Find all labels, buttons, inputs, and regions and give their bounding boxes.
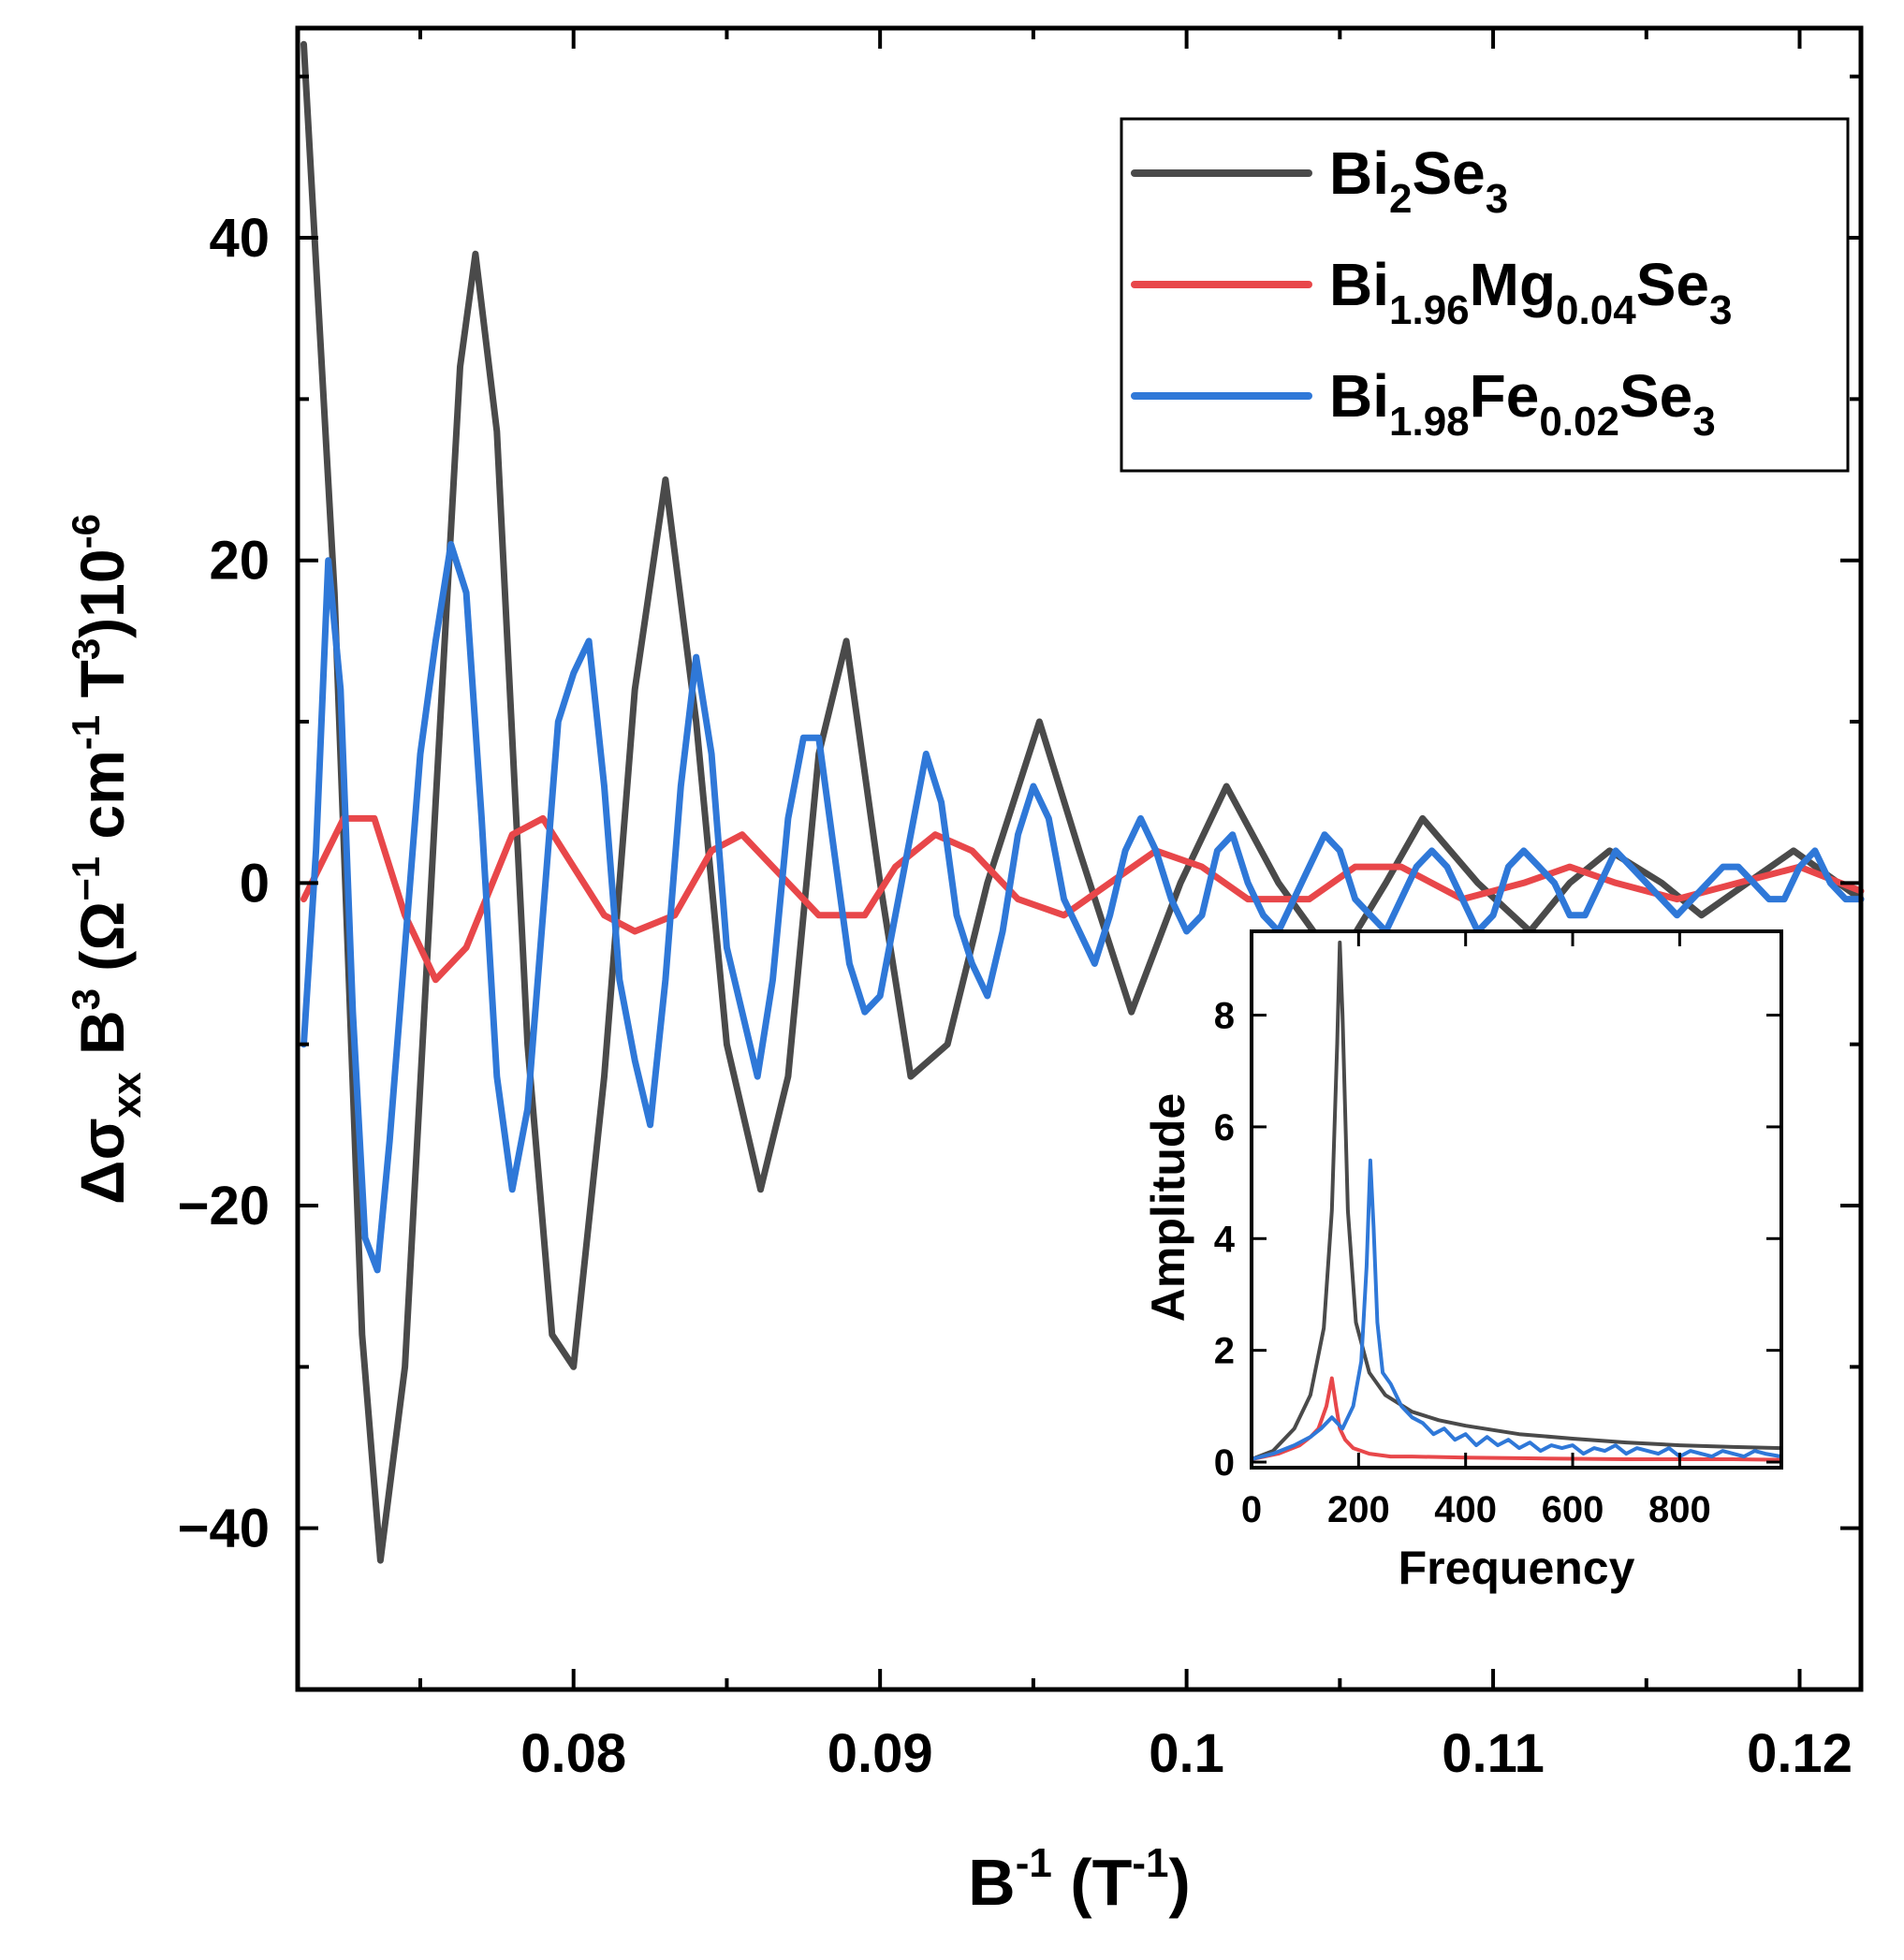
- inset-y-axis-label: Amplitude: [1142, 1093, 1194, 1322]
- inset-y-tick-label: 0: [1214, 1442, 1235, 1484]
- inset-x-tick-label: 800: [1648, 1489, 1711, 1530]
- x-tick-label: 0.09: [828, 1723, 933, 1784]
- legend-label-part: Mg: [1470, 251, 1556, 318]
- legend-label-part: 1.98: [1389, 399, 1470, 445]
- inset-y-tick-label: 4: [1214, 1219, 1236, 1260]
- ylabel-sup-cm: -1: [64, 715, 108, 750]
- legend-label-part: Bi: [1329, 139, 1389, 207]
- inset-series-group: [1250, 940, 1783, 1462]
- inset-plot-frame: [1250, 929, 1783, 1470]
- x-tick-label: 0.11: [1442, 1723, 1545, 1784]
- legend-label-part: 0.04: [1556, 287, 1636, 333]
- xlabel-sup-b: -1: [1016, 1840, 1052, 1886]
- ylabel-sup-omega: −1: [64, 856, 108, 901]
- ylabel-sup-exp: -6: [64, 514, 108, 549]
- legend-label-bi2se3: Bi2Se3: [1329, 139, 1508, 222]
- series-line-bi1-98fe0-02se3: [300, 541, 1865, 1274]
- inset-x-axis-label: Frequency: [1399, 1542, 1635, 1594]
- ylabel-sup-3: 3: [64, 988, 108, 1010]
- inset-y-tick-label: 8: [1214, 996, 1235, 1037]
- ylabel-tail: )10: [67, 549, 137, 637]
- inset-y-tick-label: 6: [1214, 1107, 1235, 1148]
- legend-label-part: 0.02: [1539, 399, 1619, 445]
- inset-background: [1252, 931, 1781, 1468]
- x-tick-label: 0.1: [1149, 1723, 1224, 1784]
- ylabel-sup-t: 3: [64, 638, 108, 660]
- y-tick-label: 0: [240, 853, 270, 914]
- legend-label-part: Se: [1412, 139, 1485, 207]
- inset-x-tick-label: 600: [1542, 1489, 1604, 1530]
- legend-label-part: 3: [1692, 399, 1715, 445]
- series-line-bi1-96mg0-04se3: [300, 814, 1865, 984]
- x-tick-label: 0.12: [1747, 1723, 1853, 1784]
- legend-label-bi1-98fe0-02se3: Bi1.98Fe0.02Se3: [1329, 362, 1716, 445]
- ylabel-sub-xx: xx: [104, 1072, 150, 1118]
- inset-ticks-group: 0 200 400 600 800 0 2 4 6 8: [1214, 931, 1781, 1530]
- legend-box: [1120, 117, 1850, 473]
- legend-label-part: 2: [1389, 176, 1412, 222]
- inset-x-tick-label: 400: [1434, 1489, 1497, 1530]
- legend-label-part: Fe: [1470, 362, 1540, 430]
- xlabel-close: ): [1169, 1846, 1191, 1919]
- legend-label-part: 1.96: [1389, 287, 1470, 333]
- legend-label-bi1-96mg0-04se3: Bi1.96Mg0.04Se3: [1329, 251, 1732, 333]
- inset-plot: 0 200 400 600 800 0 2 4 6 8 Frequency Amplitude: [1142, 929, 1783, 1594]
- xlabel-b: B: [968, 1846, 1016, 1919]
- legend-label-part: Bi: [1329, 251, 1389, 318]
- main-x-axis-label: B-1 (T-1): [968, 1840, 1191, 1919]
- xlabel-sup-t: -1: [1132, 1840, 1168, 1886]
- main-plot-frame: [295, 25, 1864, 1692]
- ylabel-cm: cm: [67, 750, 137, 856]
- ylabel-t: T: [67, 660, 137, 715]
- inset-x-tick-label: 200: [1327, 1489, 1390, 1530]
- legend-label-part: Bi: [1329, 362, 1389, 430]
- legend-label-part: Se: [1636, 251, 1709, 318]
- inset-y-tick-label: 2: [1214, 1331, 1235, 1372]
- legend-label-part: 3: [1709, 287, 1732, 333]
- y-tick-label: −40: [178, 1499, 270, 1559]
- legend-label-part: 3: [1486, 176, 1508, 222]
- xlabel-t: (T: [1052, 1846, 1133, 1919]
- main-y-axis-label: Δσxx B3 (Ω−1 cm-1 T3)10-6: [64, 514, 150, 1205]
- x-tick-label: 0.08: [520, 1723, 626, 1784]
- y-tick-label: 20: [209, 531, 270, 592]
- inset-x-tick-label: 0: [1241, 1489, 1262, 1530]
- inset-series-line-bi1-98fe0-02se3: [1250, 1158, 1783, 1461]
- ylabel-delta-sigma: Δσ: [67, 1118, 137, 1205]
- y-tick-label: 40: [209, 208, 270, 269]
- ylabel-omega: (Ω: [67, 901, 137, 988]
- y-tick-label: −20: [178, 1176, 270, 1236]
- ylabel-b: B: [67, 1010, 137, 1072]
- legend-label-part: Se: [1619, 362, 1692, 430]
